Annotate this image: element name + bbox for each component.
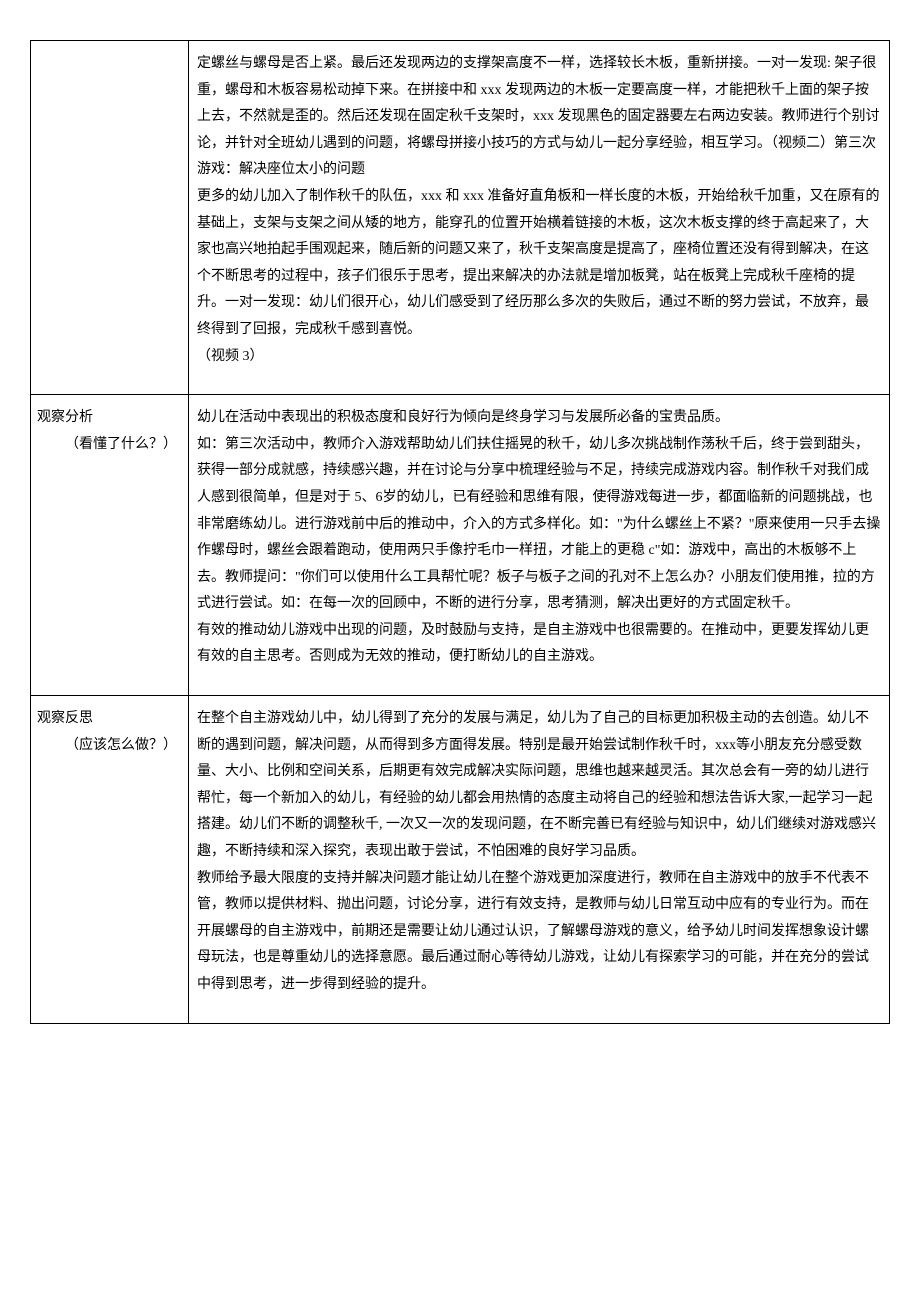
table-row: 观察反思 （应该怎么做？） 在整个自主游戏幼儿中，幼儿得到了充分的发展与满足，幼… bbox=[31, 696, 890, 1024]
table-row: 定螺丝与螺母是否上紧。最后还发现两边的支撑架高度不一样，选择较长木板，重新拼接。… bbox=[31, 41, 890, 395]
observation-table: 定螺丝与螺母是否上紧。最后还发现两边的支撑架高度不一样，选择较长木板，重新拼接。… bbox=[30, 40, 890, 1024]
row-label-main-1: 观察分析 bbox=[37, 405, 182, 432]
row-label-sub-1: （看懂了什么？） bbox=[37, 432, 182, 459]
row-content-cell-1: 幼儿在活动中表现出的积极态度和良好行为倾向是终身学习与发展所必备的宝贵品质。如：… bbox=[189, 395, 890, 696]
row-label-main-2: 观察反思 bbox=[37, 706, 182, 733]
row-label-cell-2: 观察反思 （应该怎么做？） bbox=[31, 696, 189, 1024]
table-body: 定螺丝与螺母是否上紧。最后还发现两边的支撑架高度不一样，选择较长木板，重新拼接。… bbox=[31, 41, 890, 1024]
document-page: 定螺丝与螺母是否上紧。最后还发现两边的支撑架高度不一样，选择较长木板，重新拼接。… bbox=[30, 40, 890, 1024]
row-label-sub-2: （应该怎么做？） bbox=[37, 733, 182, 760]
row-label-cell-0 bbox=[31, 41, 189, 395]
row-content-1: 幼儿在活动中表现出的积极态度和良好行为倾向是终身学习与发展所必备的宝贵品质。如：… bbox=[197, 405, 881, 671]
row-label-cell-1: 观察分析 （看懂了什么？） bbox=[31, 395, 189, 696]
row-content-2: 在整个自主游戏幼儿中，幼儿得到了充分的发展与满足，幼儿为了自己的目标更加积极主动… bbox=[197, 706, 881, 999]
row-content-cell-0: 定螺丝与螺母是否上紧。最后还发现两边的支撑架高度不一样，选择较长木板，重新拼接。… bbox=[189, 41, 890, 395]
row-content-cell-2: 在整个自主游戏幼儿中，幼儿得到了充分的发展与满足，幼儿为了自己的目标更加积极主动… bbox=[189, 696, 890, 1024]
table-row: 观察分析 （看懂了什么？） 幼儿在活动中表现出的积极态度和良好行为倾向是终身学习… bbox=[31, 395, 890, 696]
row-content-0: 定螺丝与螺母是否上紧。最后还发现两边的支撑架高度不一样，选择较长木板，重新拼接。… bbox=[197, 51, 881, 370]
